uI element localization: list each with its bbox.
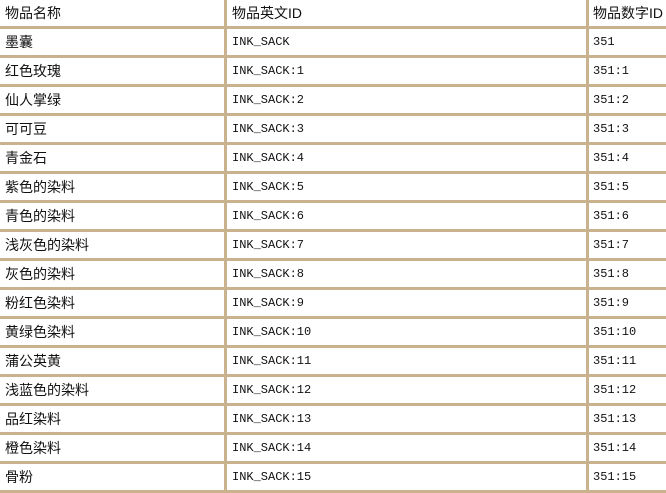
cell-numeric-id: 351:1 [589, 58, 666, 84]
cell-numeric-id: 351:13 [589, 406, 666, 432]
header-item-name: 物品名称 [0, 0, 224, 26]
cell-numeric-id: 351:9 [589, 290, 666, 316]
cell-item-name: 红色玫瑰 [0, 58, 224, 84]
cell-english-id: INK_SACK:1 [227, 58, 586, 84]
cell-english-id: INK_SACK:14 [227, 435, 586, 461]
cell-numeric-id: 351:3 [589, 116, 666, 142]
cell-item-name: 紫色的染料 [0, 174, 224, 200]
cell-numeric-id: 351 [589, 29, 666, 55]
cell-english-id: INK_SACK:11 [227, 348, 586, 374]
cell-item-name: 浅灰色的染料 [0, 232, 224, 258]
cell-item-name: 墨囊 [0, 29, 224, 55]
cell-english-id: INK_SACK:5 [227, 174, 586, 200]
cell-english-id: INK_SACK:6 [227, 203, 586, 229]
cell-item-name: 黄绿色染料 [0, 319, 224, 345]
cell-numeric-id: 351:5 [589, 174, 666, 200]
cell-english-id: INK_SACK:2 [227, 87, 586, 113]
cell-numeric-id: 351:2 [589, 87, 666, 113]
cell-english-id: INK_SACK:13 [227, 406, 586, 432]
cell-english-id: INK_SACK:10 [227, 319, 586, 345]
cell-english-id: INK_SACK:3 [227, 116, 586, 142]
cell-numeric-id: 351:7 [589, 232, 666, 258]
cell-item-name: 青色的染料 [0, 203, 224, 229]
cell-numeric-id: 351:14 [589, 435, 666, 461]
header-numeric-id: 物品数字ID [589, 0, 666, 26]
cell-numeric-id: 351:10 [589, 319, 666, 345]
cell-item-name: 青金石 [0, 145, 224, 171]
cell-item-name: 灰色的染料 [0, 261, 224, 287]
cell-numeric-id: 351:15 [589, 464, 666, 490]
cell-english-id: INK_SACK:7 [227, 232, 586, 258]
cell-item-name: 仙人掌绿 [0, 87, 224, 113]
cell-numeric-id: 351:4 [589, 145, 666, 171]
cell-numeric-id: 351:6 [589, 203, 666, 229]
cell-item-name: 骨粉 [0, 464, 224, 490]
cell-english-id: INK_SACK:4 [227, 145, 586, 171]
cell-english-id: INK_SACK:9 [227, 290, 586, 316]
cell-english-id: INK_SACK:8 [227, 261, 586, 287]
cell-english-id: INK_SACK:15 [227, 464, 586, 490]
cell-numeric-id: 351:11 [589, 348, 666, 374]
header-english-id: 物品英文ID [227, 0, 586, 26]
cell-english-id: INK_SACK:12 [227, 377, 586, 403]
cell-english-id: INK_SACK [227, 29, 586, 55]
cell-numeric-id: 351:8 [589, 261, 666, 287]
cell-item-name: 粉红色染料 [0, 290, 224, 316]
cell-item-name: 蒲公英黄 [0, 348, 224, 374]
cell-item-name: 浅蓝色的染料 [0, 377, 224, 403]
cell-item-name: 橙色染料 [0, 435, 224, 461]
cell-item-name: 可可豆 [0, 116, 224, 142]
cell-item-name: 品红染料 [0, 406, 224, 432]
cell-numeric-id: 351:12 [589, 377, 666, 403]
